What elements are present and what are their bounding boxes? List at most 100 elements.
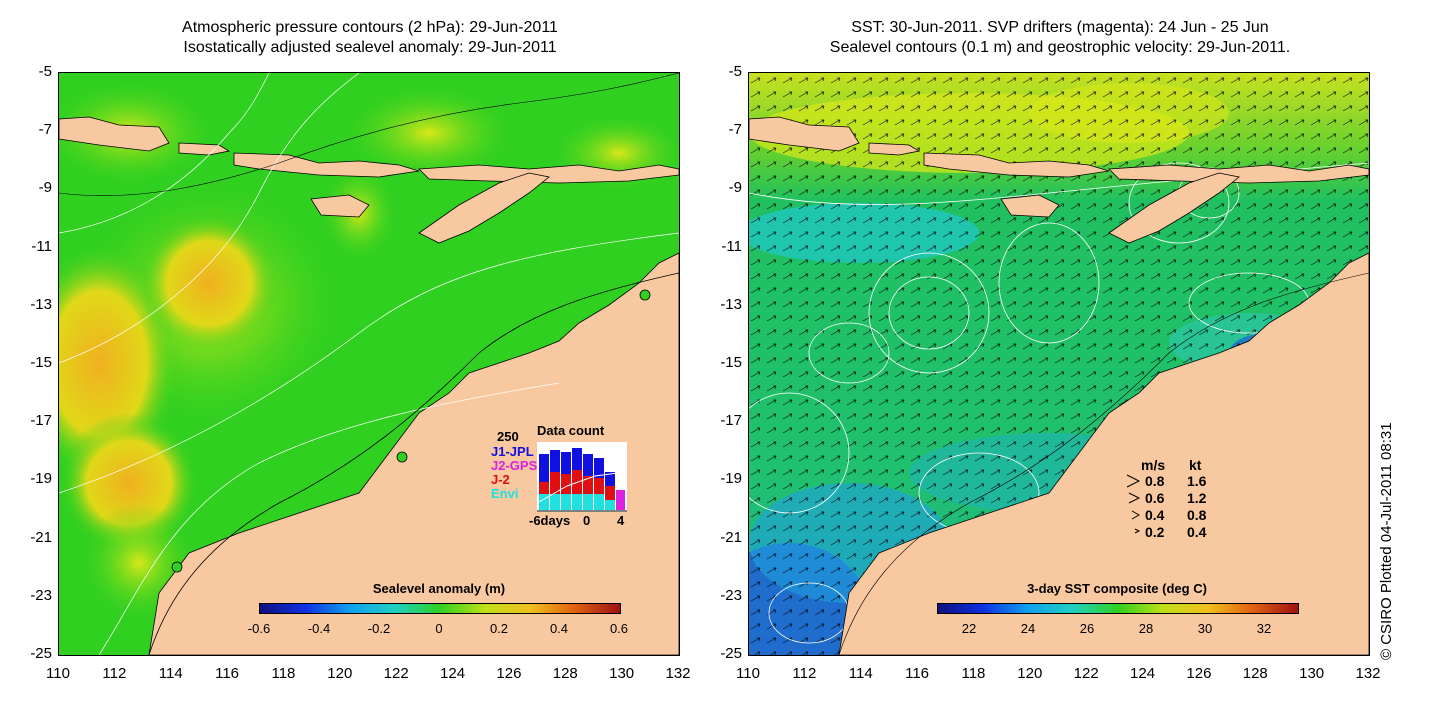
source-label-j1-jpl: J1-JPL bbox=[491, 444, 534, 459]
left-colorbar-label-1: -0.4 bbox=[307, 621, 331, 636]
velocity-legend-ms-1: 0.6 bbox=[1145, 490, 1165, 506]
x-tick-label: 118 bbox=[961, 665, 986, 682]
data-count-xlabel-end: 4 bbox=[617, 513, 625, 528]
velocity-legend-header-kt: kt bbox=[1189, 457, 1202, 473]
x-tick-label: 114 bbox=[848, 665, 873, 682]
data-count-max: 250 bbox=[497, 429, 519, 444]
right-colorbar-label-4: 30 bbox=[1197, 621, 1213, 636]
y-tick-label: -25 bbox=[720, 645, 742, 662]
velocity-legend-kt-2: 0.8 bbox=[1187, 507, 1207, 523]
left-colorbar-label-6: 0.6 bbox=[609, 621, 629, 636]
y-tick-label: -17 bbox=[720, 412, 742, 430]
x-tick-label: 124 bbox=[440, 665, 466, 682]
x-tick-label: 126 bbox=[496, 665, 522, 682]
x-tick-label: 110 bbox=[46, 665, 70, 682]
y-tick-label: -15 bbox=[30, 354, 52, 371]
y-tick-label: -19 bbox=[30, 470, 52, 488]
data-count-xlabel-zero: 0 bbox=[583, 513, 591, 528]
left-colorbar-label-5: 0.4 bbox=[549, 621, 569, 636]
source-label-j2-gps: J2-GPS bbox=[491, 458, 538, 473]
y-tick-label: -9 bbox=[728, 179, 742, 197]
x-tick-label: 114 bbox=[158, 665, 183, 682]
bar-cyan-5 bbox=[583, 494, 593, 510]
x-tick-label: 118 bbox=[271, 665, 296, 682]
y-tick-label: -7 bbox=[728, 121, 742, 139]
x-tick-label: 116 bbox=[905, 665, 930, 682]
velocity-legend-ms-3: 0.2 bbox=[1145, 524, 1165, 540]
x-tick-label: 126 bbox=[1186, 665, 1212, 682]
left-colorbar-label-2: -0.2 bbox=[367, 621, 391, 636]
right-colorbar-label-1: 24 bbox=[1020, 621, 1036, 636]
y-tick-label: -25 bbox=[30, 645, 52, 662]
x-tick-label: 120 bbox=[327, 665, 353, 682]
x-tick-label: 124 bbox=[1130, 665, 1156, 682]
right-colorbar-title: 3-day SST composite (deg C) bbox=[1027, 581, 1207, 596]
velocity-legend-ms-0: 0.8 bbox=[1145, 473, 1165, 489]
left-colorbar-label-0: -0.6 bbox=[247, 621, 271, 636]
y-tick-label: -9 bbox=[38, 179, 52, 197]
right-title-line2: Sealevel contours (0.1 m) and geostrophi… bbox=[829, 39, 1291, 56]
bar-cyan-4 bbox=[572, 494, 582, 510]
y-tick-label: -15 bbox=[720, 354, 742, 371]
x-tick-label: 130 bbox=[609, 665, 635, 682]
velocity-legend-header-ms: m/s bbox=[1141, 457, 1166, 473]
right-colorbar-label-3: 28 bbox=[1138, 621, 1154, 636]
y-tick-label: -7 bbox=[38, 121, 52, 139]
y-tick-label: -11 bbox=[721, 237, 742, 255]
y-tick-label: -19 bbox=[720, 470, 742, 488]
x-tick-label: 120 bbox=[1017, 665, 1043, 682]
velocity-legend-ms-2: 0.4 bbox=[1145, 507, 1165, 523]
y-tick-label: -13 bbox=[30, 295, 52, 313]
bar-cyan-7 bbox=[605, 500, 615, 510]
bar-magenta-8 bbox=[616, 490, 625, 510]
sst-map bbox=[749, 73, 1369, 655]
bar-red-2 bbox=[550, 472, 560, 494]
source-label-envi: Envi bbox=[491, 486, 519, 501]
x-tick-label: 128 bbox=[552, 665, 578, 682]
velocity-legend-kt-1: 1.2 bbox=[1187, 490, 1207, 506]
x-tick-label: 116 bbox=[215, 665, 240, 682]
y-tick-label: -21 bbox=[720, 528, 742, 546]
x-tick-label: 110 bbox=[736, 665, 760, 682]
data-count-bars bbox=[537, 442, 627, 512]
source-label-j-2: J-2 bbox=[491, 472, 510, 487]
bar-red-1 bbox=[539, 482, 549, 494]
left-colorbar-title: Sealevel anomaly (m) bbox=[372, 581, 506, 596]
bar-red-7 bbox=[605, 486, 615, 500]
bar-cyan-3 bbox=[561, 494, 571, 510]
x-tick-label: 132 bbox=[1355, 665, 1381, 682]
bar-red-6 bbox=[594, 478, 604, 494]
y-tick-label: -5 bbox=[38, 63, 52, 80]
velocity-legend-kt-3: 0.4 bbox=[1187, 524, 1207, 540]
left-colorbar-label-4: 0.2 bbox=[489, 621, 509, 636]
bar-cyan-2 bbox=[550, 494, 560, 510]
right-colorbar-label-5: 32 bbox=[1256, 621, 1272, 636]
credit-text: © CSIRO Plotted 04-Jul-2011 08:31 bbox=[1378, 422, 1395, 660]
velocity-legend-kt-0: 1.6 bbox=[1187, 473, 1207, 489]
right-colorbar-label-0: 22 bbox=[961, 621, 977, 636]
x-tick-label: 128 bbox=[1242, 665, 1268, 682]
left-title-line2: Isostatically adjusted sealevel anomaly:… bbox=[183, 39, 557, 56]
y-tick-label: -23 bbox=[30, 586, 52, 604]
y-tick-label: -17 bbox=[30, 412, 52, 430]
x-tick-label: 122 bbox=[1073, 665, 1099, 682]
bar-red-5 bbox=[583, 476, 593, 494]
right-title-line1: SST: 30-Jun-2011. SVP drifters (magenta)… bbox=[851, 19, 1269, 36]
velocity-legend-arrows bbox=[1126, 474, 1141, 534]
x-tick-label: 112 bbox=[792, 665, 817, 682]
bar-cyan-6 bbox=[594, 494, 604, 510]
y-tick-label: -5 bbox=[728, 63, 742, 80]
y-tick-label: -21 bbox=[30, 528, 52, 546]
y-tick-label: -13 bbox=[720, 295, 742, 313]
sealevel-anomaly-map bbox=[59, 73, 679, 655]
y-tick-label: -23 bbox=[720, 586, 742, 604]
bar-cyan-1 bbox=[539, 494, 549, 510]
x-tick-label: 130 bbox=[1299, 665, 1325, 682]
bar-red-3 bbox=[561, 474, 571, 494]
left-colorbar bbox=[259, 603, 621, 614]
data-count-title: Data count bbox=[537, 423, 605, 438]
left-colorbar-label-3: 0 bbox=[435, 621, 443, 636]
x-tick-label: 122 bbox=[383, 665, 409, 682]
x-tick-label: 112 bbox=[102, 665, 127, 682]
right-colorbar-label-2: 26 bbox=[1079, 621, 1095, 636]
